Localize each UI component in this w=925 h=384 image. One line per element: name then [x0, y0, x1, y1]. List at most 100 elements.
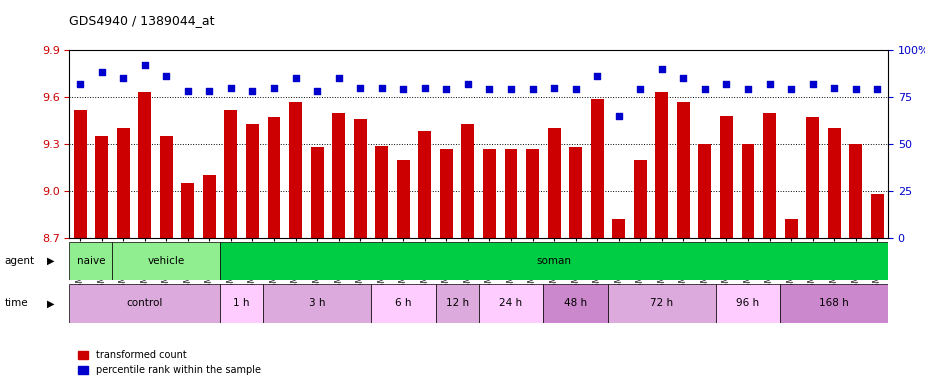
FancyBboxPatch shape	[113, 242, 220, 280]
FancyBboxPatch shape	[716, 284, 781, 323]
Text: vehicle: vehicle	[148, 256, 185, 266]
Bar	[870, 194, 883, 238]
Point	[503, 86, 518, 93]
Point	[848, 86, 863, 93]
FancyBboxPatch shape	[220, 284, 264, 323]
Bar	[225, 109, 238, 238]
Point	[375, 84, 389, 91]
Point	[719, 81, 734, 87]
FancyBboxPatch shape	[69, 242, 113, 280]
Point	[266, 84, 281, 91]
Bar	[569, 147, 582, 238]
Bar	[290, 102, 302, 238]
FancyBboxPatch shape	[479, 284, 543, 323]
Point	[654, 66, 669, 72]
Point	[525, 86, 540, 93]
Text: 24 h: 24 h	[500, 298, 523, 308]
Point	[741, 86, 756, 93]
Bar	[849, 144, 862, 238]
Bar	[246, 124, 259, 238]
Bar	[160, 136, 173, 238]
Point	[159, 73, 174, 79]
Point	[547, 84, 561, 91]
Bar	[612, 219, 625, 238]
Point	[590, 73, 605, 79]
Point	[461, 81, 475, 87]
Bar	[698, 144, 711, 238]
FancyBboxPatch shape	[264, 284, 371, 323]
Bar	[763, 113, 776, 238]
Bar	[376, 146, 388, 238]
Text: naive: naive	[77, 256, 105, 266]
Point	[783, 86, 798, 93]
Point	[633, 86, 648, 93]
Bar	[591, 99, 604, 238]
Text: 96 h: 96 h	[736, 298, 759, 308]
Point	[697, 86, 712, 93]
Point	[352, 84, 367, 91]
Bar	[720, 116, 733, 238]
Bar	[181, 183, 194, 238]
Text: soman: soman	[536, 256, 572, 266]
FancyBboxPatch shape	[781, 284, 888, 323]
Text: 168 h: 168 h	[820, 298, 849, 308]
Text: 1 h: 1 h	[233, 298, 250, 308]
Bar	[784, 219, 797, 238]
Point	[94, 70, 109, 76]
Bar	[526, 149, 539, 238]
Bar	[828, 128, 841, 238]
Bar	[353, 119, 366, 238]
Text: 6 h: 6 h	[395, 298, 412, 308]
Bar	[677, 102, 690, 238]
Bar	[548, 128, 561, 238]
Bar	[139, 92, 152, 238]
Point	[568, 86, 583, 93]
Point	[310, 88, 325, 94]
Text: ▶: ▶	[47, 298, 55, 308]
Point	[289, 75, 303, 81]
Legend: transformed count, percentile rank within the sample: transformed count, percentile rank withi…	[74, 346, 265, 379]
Point	[73, 81, 88, 87]
Text: agent: agent	[5, 256, 35, 266]
Point	[611, 113, 626, 119]
Point	[245, 88, 260, 94]
Bar	[203, 175, 216, 238]
FancyBboxPatch shape	[543, 284, 608, 323]
FancyBboxPatch shape	[371, 284, 436, 323]
Point	[762, 81, 777, 87]
Bar	[483, 149, 496, 238]
Text: 72 h: 72 h	[650, 298, 673, 308]
Point	[224, 84, 239, 91]
Point	[482, 86, 497, 93]
Point	[116, 75, 130, 81]
Point	[439, 86, 454, 93]
Bar	[332, 113, 345, 238]
Bar	[634, 160, 647, 238]
Bar	[655, 92, 668, 238]
FancyBboxPatch shape	[69, 284, 220, 323]
Point	[870, 86, 884, 93]
Point	[138, 62, 153, 68]
Bar	[117, 128, 130, 238]
Bar	[418, 131, 431, 238]
Bar	[267, 118, 280, 238]
Point	[417, 84, 432, 91]
Bar	[397, 160, 410, 238]
Bar	[462, 124, 475, 238]
Text: GDS4940 / 1389044_at: GDS4940 / 1389044_at	[69, 14, 215, 27]
Point	[202, 88, 216, 94]
FancyBboxPatch shape	[436, 284, 479, 323]
Point	[676, 75, 691, 81]
Bar	[807, 118, 819, 238]
Text: time: time	[5, 298, 29, 308]
Text: 3 h: 3 h	[309, 298, 326, 308]
Point	[805, 81, 820, 87]
Bar	[74, 109, 87, 238]
Text: 48 h: 48 h	[564, 298, 587, 308]
Bar	[504, 149, 517, 238]
Text: ▶: ▶	[47, 256, 55, 266]
Point	[396, 86, 411, 93]
Point	[331, 75, 346, 81]
Bar	[440, 149, 453, 238]
Text: 12 h: 12 h	[446, 298, 469, 308]
